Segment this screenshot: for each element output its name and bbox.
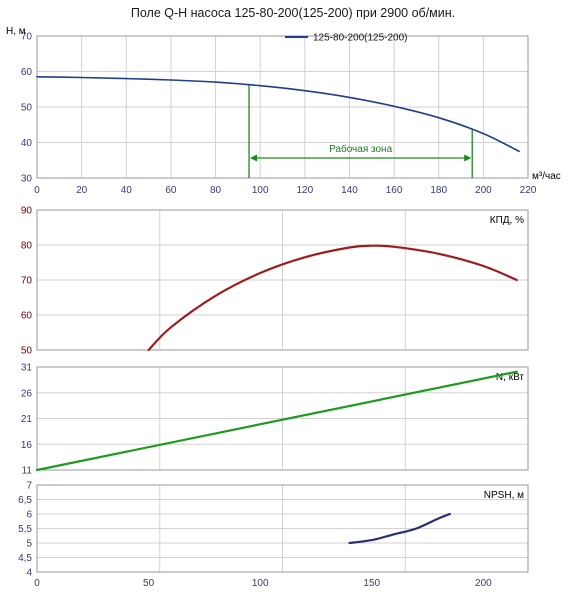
y-tick-label: 70 — [21, 276, 33, 287]
legend: 125-80-200(125-200) — [285, 33, 408, 44]
x-tick-label: 0 — [34, 578, 40, 589]
y-tick-label: 70 — [21, 32, 33, 43]
x-tick-label: 60 — [165, 185, 177, 196]
working-zone: Рабочая зона — [248, 84, 473, 178]
y-axis-label: NPSH, м — [484, 490, 524, 501]
y-tick-label: 4 — [26, 568, 32, 579]
zone-arrow-left — [250, 154, 258, 162]
legend-entry: 125-80-200(125-200) — [313, 33, 408, 44]
x-tick-label: 100 — [252, 185, 269, 196]
chart-title: Поле Q-H насоса 125-80-200(125-200) при … — [131, 6, 455, 20]
y-axis-label: N, кВт — [496, 372, 524, 383]
y-tick-label: 50 — [21, 103, 33, 114]
y-tick-label: 11 — [22, 466, 33, 477]
y-tick-label: 40 — [21, 138, 33, 149]
y-tick-label: 26 — [21, 388, 33, 399]
plot-frame-power — [36, 366, 529, 471]
y-tick-label: 4,5 — [18, 553, 32, 564]
x-tick-label: 50 — [143, 578, 155, 589]
x-tick-label: 140 — [341, 185, 358, 196]
grid-qh — [37, 36, 528, 178]
y-axis-label: H, м — [6, 26, 26, 37]
x-tick-label: 180 — [430, 185, 447, 196]
x-tick-label: 120 — [296, 185, 313, 196]
grid-eff — [37, 210, 528, 350]
grid-npsh — [37, 485, 528, 572]
plot-frame-qh — [36, 35, 529, 179]
x-tick-label: 220 — [520, 185, 537, 196]
x-tick-label: 100 — [252, 578, 269, 589]
series-line-power — [35, 370, 518, 472]
y-axis-label: КПД, % — [490, 215, 524, 226]
y-tick-label: 5,5 — [18, 524, 32, 535]
x-tick-label: 20 — [76, 185, 88, 196]
y-tick-label: 60 — [21, 311, 33, 322]
panel-qh: 30 40 50 60 70 0 20 40 60 80 100 120 140 160 180 200 220… — [6, 26, 561, 196]
y-tick-label: 30 — [21, 174, 33, 185]
y-tick-label: 60 — [21, 67, 33, 78]
panel-npsh: 4 4,5 5 5,5 6 6,5 7 0 50 100 150 200 NPSH, м — [18, 481, 529, 589]
y-tick-label: 7 — [26, 481, 32, 492]
x-tick-label: 150 — [363, 578, 380, 589]
x-tick-label: 200 — [475, 185, 492, 196]
panel-eff: 50 60 70 80 90 КПД, % — [21, 206, 529, 357]
zone-arrow-right — [464, 154, 472, 162]
panel-power: 11 16 21 26 31 N, кВт — [21, 363, 529, 477]
y-tick-label: 21 — [21, 414, 33, 425]
series-line-qh — [36, 76, 520, 153]
x-tick-label: 80 — [210, 185, 222, 196]
y-tick-label: 50 — [21, 346, 33, 357]
grid-power — [37, 367, 528, 470]
x-tick-label: 40 — [121, 185, 133, 196]
x-tick-label: 160 — [386, 185, 403, 196]
y-tick-label: 31 — [21, 363, 33, 374]
plot-frame-npsh — [36, 484, 529, 573]
series-line-npsh — [348, 512, 451, 545]
x-tick-label: 200 — [475, 578, 492, 589]
x-tick-label: 0 — [34, 185, 40, 196]
x-axis-label: м³/час — [532, 171, 561, 182]
y-tick-label: 90 — [21, 206, 33, 217]
series-line-eff — [147, 244, 518, 352]
y-tick-label: 6 — [26, 510, 32, 521]
y-tick-label: 5 — [26, 539, 32, 550]
y-tick-label: 16 — [21, 440, 33, 451]
y-tick-label: 80 — [21, 241, 33, 252]
plot-frame-eff — [36, 209, 529, 351]
y-tick-label: 6,5 — [18, 495, 32, 506]
zone-label: Рабочая зона — [329, 143, 392, 155]
